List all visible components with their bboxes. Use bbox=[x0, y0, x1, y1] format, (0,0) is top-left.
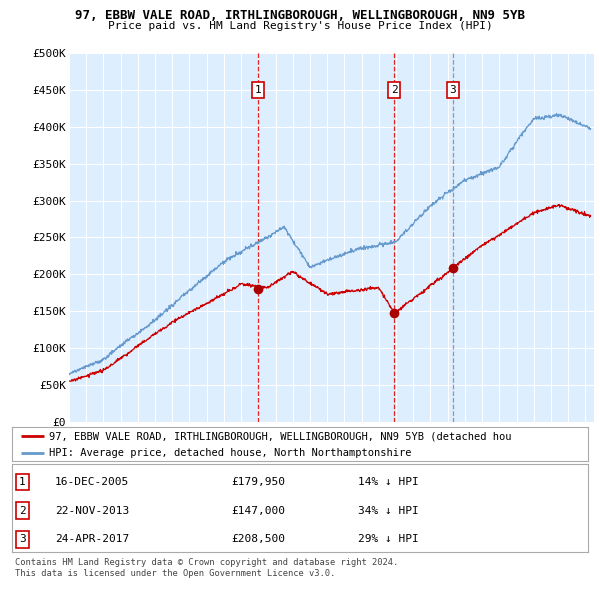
Text: Price paid vs. HM Land Registry's House Price Index (HPI): Price paid vs. HM Land Registry's House … bbox=[107, 21, 493, 31]
Text: 3: 3 bbox=[449, 85, 457, 95]
Text: 1: 1 bbox=[19, 477, 26, 487]
Text: 1: 1 bbox=[254, 85, 261, 95]
Text: 97, EBBW VALE ROAD, IRTHLINGBOROUGH, WELLINGBOROUGH, NN9 5YB (detached hou: 97, EBBW VALE ROAD, IRTHLINGBOROUGH, WEL… bbox=[49, 431, 512, 441]
Text: £147,000: £147,000 bbox=[231, 506, 285, 516]
Text: HPI: Average price, detached house, North Northamptonshire: HPI: Average price, detached house, Nort… bbox=[49, 448, 412, 458]
Text: 2: 2 bbox=[391, 85, 398, 95]
Text: Contains HM Land Registry data © Crown copyright and database right 2024.: Contains HM Land Registry data © Crown c… bbox=[15, 558, 398, 567]
Text: 16-DEC-2005: 16-DEC-2005 bbox=[55, 477, 130, 487]
Text: 22-NOV-2013: 22-NOV-2013 bbox=[55, 506, 130, 516]
Text: £208,500: £208,500 bbox=[231, 535, 285, 545]
Text: £179,950: £179,950 bbox=[231, 477, 285, 487]
Text: 97, EBBW VALE ROAD, IRTHLINGBOROUGH, WELLINGBOROUGH, NN9 5YB: 97, EBBW VALE ROAD, IRTHLINGBOROUGH, WEL… bbox=[75, 9, 525, 22]
Text: 14% ↓ HPI: 14% ↓ HPI bbox=[358, 477, 418, 487]
Text: This data is licensed under the Open Government Licence v3.0.: This data is licensed under the Open Gov… bbox=[15, 569, 335, 578]
Text: 3: 3 bbox=[19, 535, 26, 545]
Text: 2: 2 bbox=[19, 506, 26, 516]
Text: 29% ↓ HPI: 29% ↓ HPI bbox=[358, 535, 418, 545]
Text: 24-APR-2017: 24-APR-2017 bbox=[55, 535, 130, 545]
Text: 34% ↓ HPI: 34% ↓ HPI bbox=[358, 506, 418, 516]
